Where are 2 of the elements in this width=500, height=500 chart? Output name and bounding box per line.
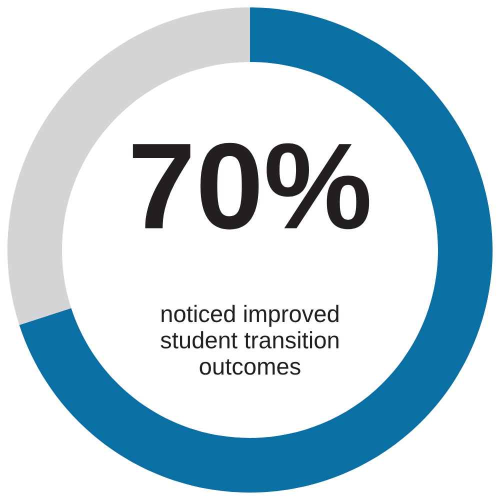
slice-label: noticed improved student transition outcomes	[160, 304, 338, 375]
data-label: 70%	[132, 142, 370, 230]
